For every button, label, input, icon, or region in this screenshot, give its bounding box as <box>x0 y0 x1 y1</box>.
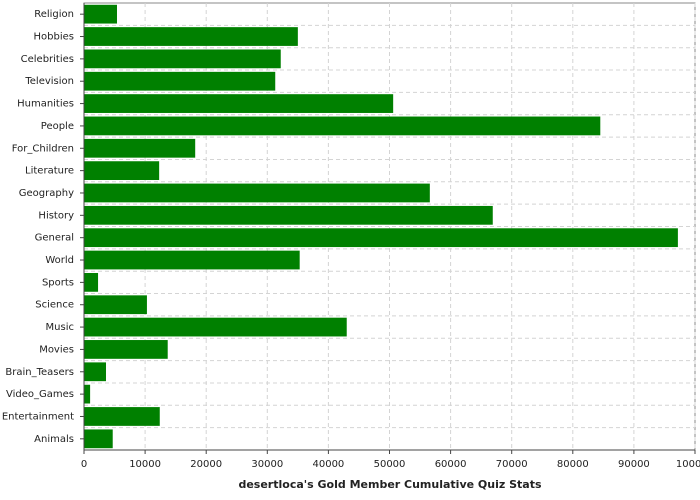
bar <box>84 362 106 382</box>
y-tick-label: Literature <box>25 166 74 177</box>
bar <box>84 49 281 69</box>
x-tick-label: 20000 <box>190 459 222 470</box>
x-tick-label: 40000 <box>312 459 344 470</box>
y-tick-label: Television <box>24 76 74 87</box>
y-tick-label: Sports <box>42 277 74 288</box>
x-tick-label: 30000 <box>251 459 283 470</box>
bar <box>84 27 298 46</box>
x-tick-label: 100000 <box>676 459 700 470</box>
y-tick-label: History <box>38 210 74 221</box>
bar <box>84 407 160 426</box>
bar <box>84 250 300 270</box>
bar <box>84 340 168 359</box>
y-tick-label: World <box>45 255 74 266</box>
bar <box>84 138 196 158</box>
bar <box>84 429 113 449</box>
y-tick-label: Hobbies <box>34 32 74 43</box>
y-tick-label: Video_Games <box>6 389 74 400</box>
bar <box>84 317 347 337</box>
bar <box>84 4 117 24</box>
bar <box>84 183 430 203</box>
bar <box>84 161 160 181</box>
x-tick-label: 90000 <box>618 459 650 470</box>
y-tick-label: For_Children <box>12 143 74 154</box>
x-tick-label: 80000 <box>557 459 589 470</box>
x-axis-label: desertloca's Gold Member Cumulative Quiz… <box>238 478 541 491</box>
x-tick-label: 70000 <box>496 459 528 470</box>
bar <box>84 205 493 225</box>
y-tick-label: Entertainment <box>2 411 74 422</box>
x-tick-label: 10000 <box>129 459 161 470</box>
x-tick-label: 0 <box>81 459 87 470</box>
y-tick-label: Religion <box>34 9 74 20</box>
y-tick-label: Geography <box>19 188 74 199</box>
y-tick-label: Movies <box>39 344 74 355</box>
x-tick-label: 60000 <box>435 459 467 470</box>
y-tick-label: Celebrities <box>21 54 74 65</box>
y-tick-label: Humanities <box>17 99 74 110</box>
x-tick-label: 50000 <box>374 459 406 470</box>
y-tick-label: Music <box>46 322 74 333</box>
y-tick-label: People <box>41 121 74 132</box>
bar <box>84 228 678 248</box>
y-tick-label: General <box>35 233 74 244</box>
bar <box>84 272 99 292</box>
y-tick-label: Science <box>35 300 74 311</box>
y-tick-label: Animals <box>34 434 74 445</box>
bar <box>84 94 394 113</box>
bar <box>84 295 147 315</box>
bar <box>84 71 276 91</box>
bar <box>84 384 91 404</box>
bar <box>84 116 601 136</box>
y-tick-label: Brain_Teasers <box>5 367 74 378</box>
